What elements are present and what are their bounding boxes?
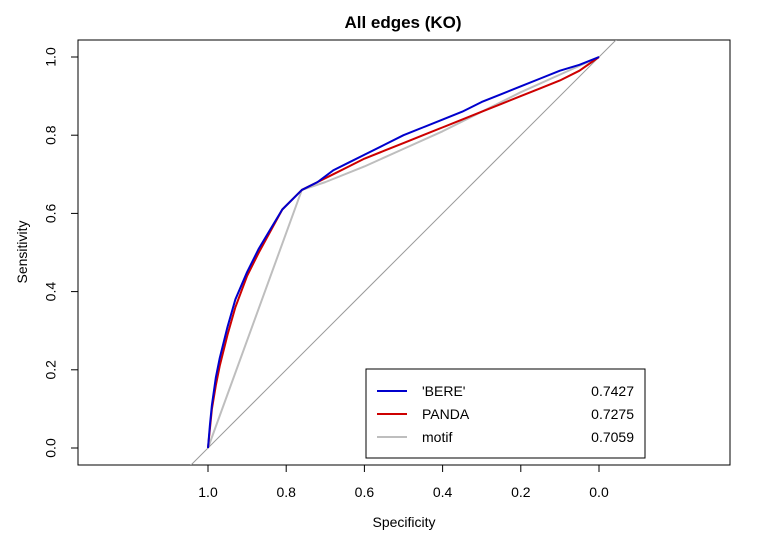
y-axis: 0.0 0.2 0.4 0.6 0.8 1.0	[43, 47, 79, 458]
legend-series-name: PANDA	[422, 406, 470, 422]
legend-auc-value: 0.7427	[591, 383, 634, 399]
y-tick-label: 0.2	[43, 360, 59, 380]
y-tick-label: 0.6	[43, 203, 59, 223]
y-tick-label: 0.4	[43, 282, 59, 302]
x-tick-label: 0.8	[276, 484, 296, 500]
x-tick-label: 0.6	[355, 484, 375, 500]
legend-auc-value: 0.7275	[591, 406, 634, 422]
y-tick-label: 0.8	[43, 125, 59, 145]
x-tick-label: 1.0	[198, 484, 218, 500]
x-tick-label: 0.0	[589, 484, 609, 500]
series-line-motif	[207, 56, 600, 449]
x-tick-label: 0.4	[433, 484, 453, 500]
chart-title: All edges (KO)	[344, 13, 461, 32]
legend-box	[365, 368, 646, 459]
diagonal-reference-line	[190, 40, 617, 465]
y-axis-label: Sensitivity	[14, 220, 30, 283]
y-tick-label: 1.0	[43, 47, 59, 67]
legend-series-name: motif	[422, 429, 452, 445]
legend-auc-value: 0.7059	[591, 429, 634, 445]
series-layer	[207, 56, 600, 449]
legend-series-name: 'BERE'	[422, 383, 465, 399]
x-axis-label: Specificity	[372, 514, 435, 530]
x-axis: 1.0 0.8 0.6 0.4 0.2 0.0	[198, 464, 609, 500]
x-tick-label: 0.2	[511, 484, 531, 500]
legend: 'BERE' 0.7427 PANDA 0.7275 motif 0.7059	[365, 368, 646, 459]
series-line-bere	[207, 56, 600, 449]
y-tick-label: 0.0	[43, 438, 59, 458]
series-line-panda	[207, 56, 600, 449]
